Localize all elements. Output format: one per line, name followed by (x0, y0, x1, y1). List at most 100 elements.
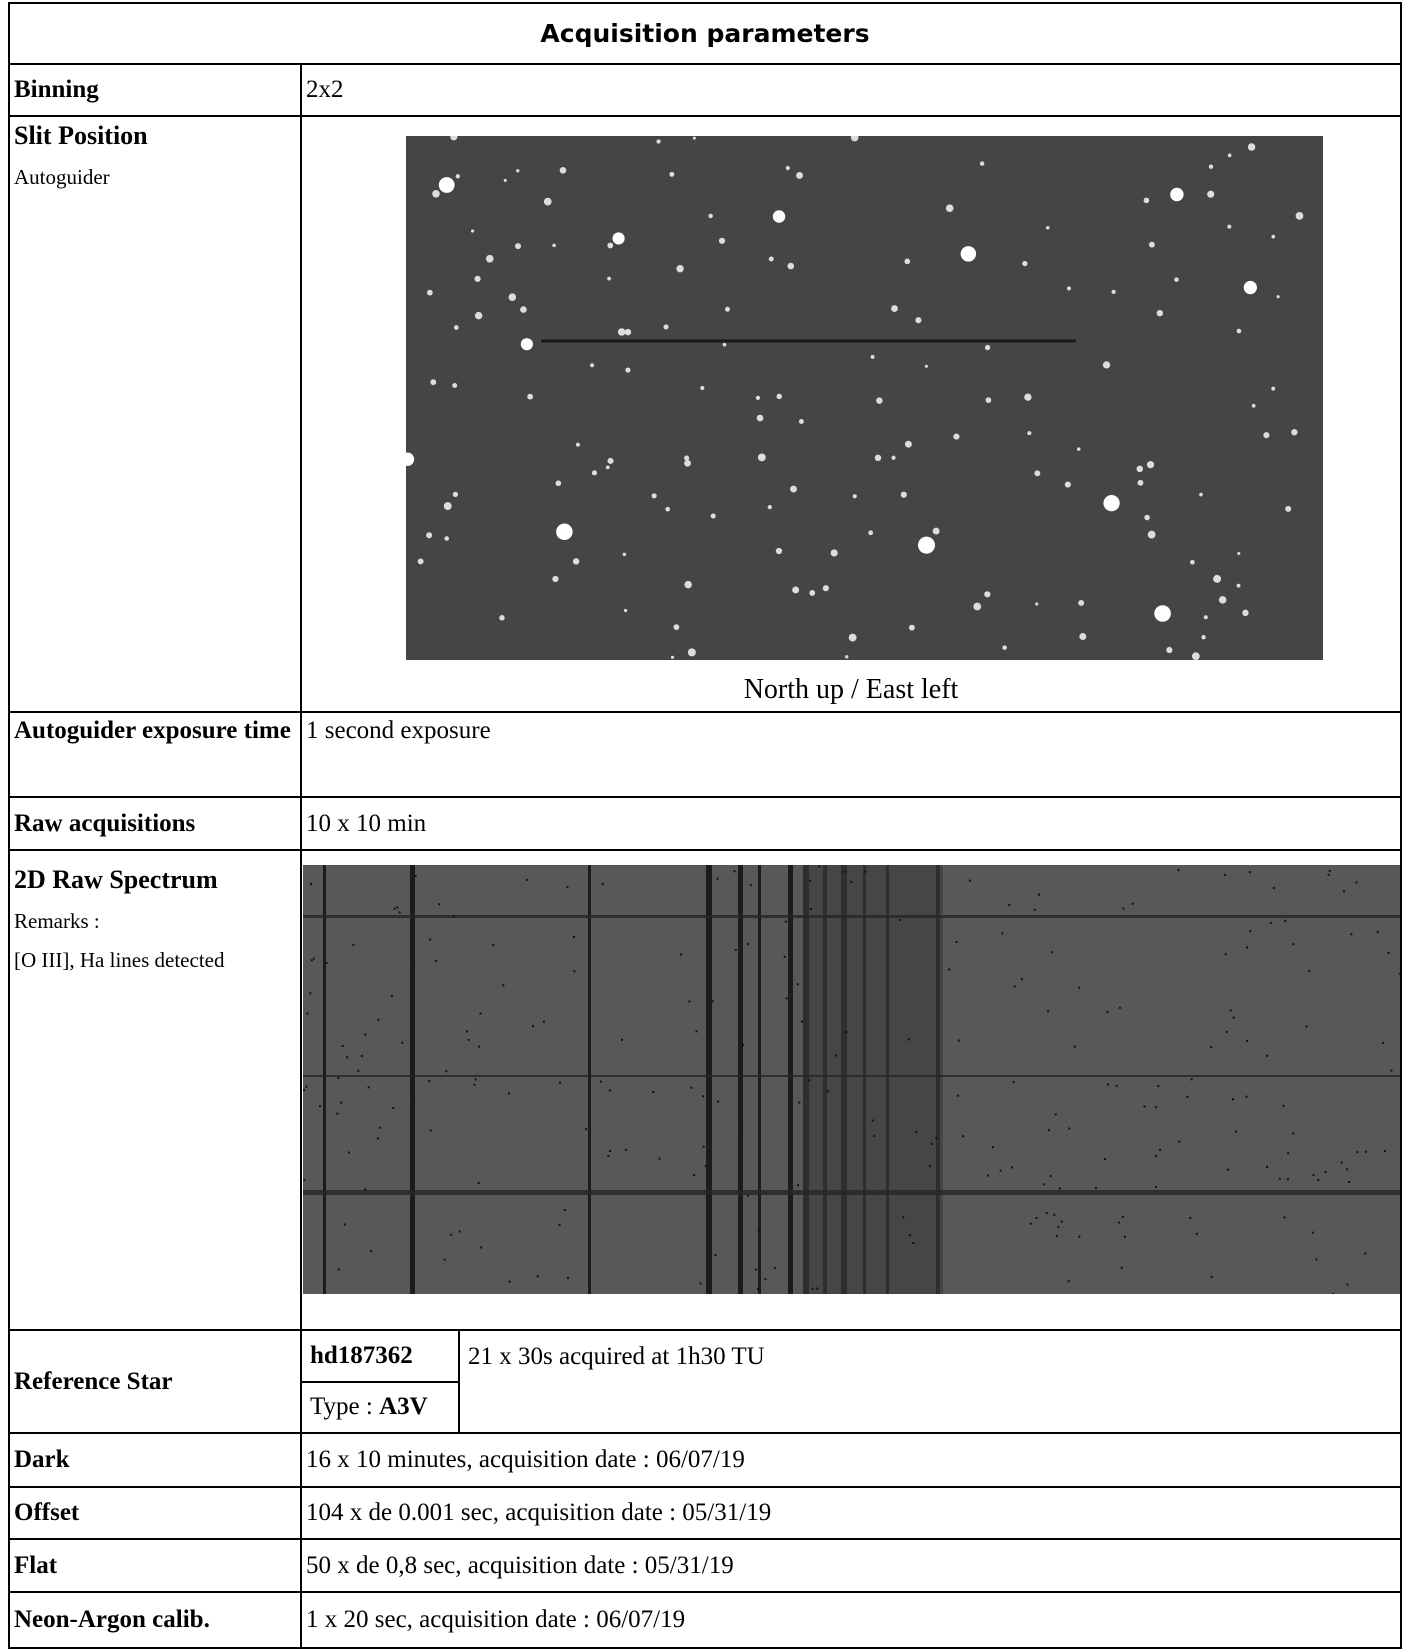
star (876, 397, 882, 403)
noise-pixel (303, 1089, 305, 1091)
noise-pixel (1346, 1168, 1348, 1170)
star (1209, 165, 1213, 169)
star (453, 492, 458, 497)
noise-pixel (1014, 985, 1016, 987)
noise-pixel (1061, 1221, 1063, 1223)
noise-pixel (1287, 1152, 1289, 1154)
row-label: 2D Raw Spectrum (14, 865, 296, 895)
noise-pixel (364, 1034, 366, 1036)
noise-pixel (958, 1040, 960, 1042)
star (1204, 615, 1208, 619)
noise-pixel (509, 1281, 511, 1283)
noise-pixel (1124, 1236, 1126, 1238)
noise-pixel (693, 1174, 695, 1176)
row-value: 21 x 30s acquired at 1h30 TU (459, 1331, 1400, 1432)
noise-pixel (865, 871, 867, 873)
noise-pixel (850, 881, 852, 883)
noise-pixel (873, 1135, 875, 1137)
noise-pixel (1118, 1222, 1120, 1224)
star (1002, 645, 1007, 650)
star (708, 214, 712, 218)
star (618, 328, 625, 335)
star (925, 365, 928, 368)
star (1154, 605, 1171, 622)
noise-pixel (1246, 1096, 1248, 1098)
noise-pixel (797, 1184, 799, 1186)
star (1077, 447, 1081, 451)
noise-pixel (699, 1282, 701, 1284)
noise-pixel (567, 1277, 569, 1279)
noise-pixel (1246, 1040, 1248, 1042)
noise-pixel (305, 1086, 307, 1088)
star (1291, 429, 1297, 435)
star (853, 494, 857, 498)
star (663, 324, 668, 329)
noise-pixel (1249, 930, 1251, 932)
noise-pixel (1046, 1212, 1048, 1214)
noise-pixel (658, 1158, 660, 1160)
star (1079, 633, 1086, 640)
star (980, 161, 984, 165)
star (606, 465, 610, 469)
row-value: 104 x de 0.001 sec, acquisition date : 0… (301, 1487, 1401, 1539)
noise-pixel (1122, 1216, 1124, 1218)
star (623, 553, 627, 557)
star (915, 317, 921, 323)
star (1065, 481, 1071, 487)
star (471, 229, 474, 232)
noise-pixel (1279, 1178, 1281, 1180)
star (607, 277, 611, 281)
noise-pixel (564, 1209, 566, 1211)
noise-pixel (412, 966, 414, 968)
star (625, 367, 630, 372)
noise-pixel (845, 871, 847, 873)
noise-pixel (1270, 922, 1272, 924)
noise-pixel (1034, 909, 1036, 911)
noise-pixel (1350, 933, 1352, 935)
noise-pixel (1107, 1083, 1109, 1085)
noise-pixel (957, 1095, 959, 1097)
noise-pixel (696, 1030, 698, 1032)
spectral-line (323, 865, 326, 1294)
star (1190, 560, 1195, 565)
star (427, 290, 433, 296)
noise-pixel (478, 1046, 480, 1048)
star (1271, 235, 1275, 239)
noise-pixel (336, 1113, 338, 1115)
noise-pixel (712, 1000, 714, 1002)
noise-pixel (352, 944, 354, 946)
noise-pixel (348, 1152, 350, 1154)
noise-pixel (956, 941, 958, 943)
noise-pixel (412, 1095, 414, 1097)
reference-star-table: hd187362 21 x 30s acquired at 1h30 TU Ty… (302, 1331, 1400, 1432)
star (1219, 596, 1227, 604)
star (1067, 286, 1071, 290)
noise-pixel (810, 908, 812, 910)
spectral-line (738, 865, 743, 1294)
noise-pixel (379, 1127, 381, 1129)
star (1199, 493, 1203, 497)
remarks: [O III], Ha lines detected (14, 948, 296, 973)
star (1136, 466, 1143, 473)
star (475, 312, 482, 319)
noise-pixel (1053, 1214, 1055, 1216)
noise-pixel (401, 1042, 403, 1044)
noise-pixel (361, 1055, 363, 1057)
noise-pixel (714, 1254, 716, 1256)
noise-pixel (1104, 1158, 1106, 1160)
star (776, 394, 781, 399)
noise-pixel (742, 1044, 744, 1046)
row-value: 10 x 10 min (301, 797, 1401, 850)
noise-pixel (992, 1146, 994, 1148)
noise-pixel (370, 1250, 372, 1252)
star (432, 190, 440, 198)
star (1296, 212, 1304, 220)
star (684, 460, 691, 467)
row-label: Neon-Argon calib. (9, 1592, 301, 1648)
noise-pixel (1008, 904, 1010, 906)
star (552, 244, 556, 248)
star (984, 591, 990, 597)
star (607, 243, 613, 249)
star (452, 383, 457, 388)
star (905, 441, 912, 448)
